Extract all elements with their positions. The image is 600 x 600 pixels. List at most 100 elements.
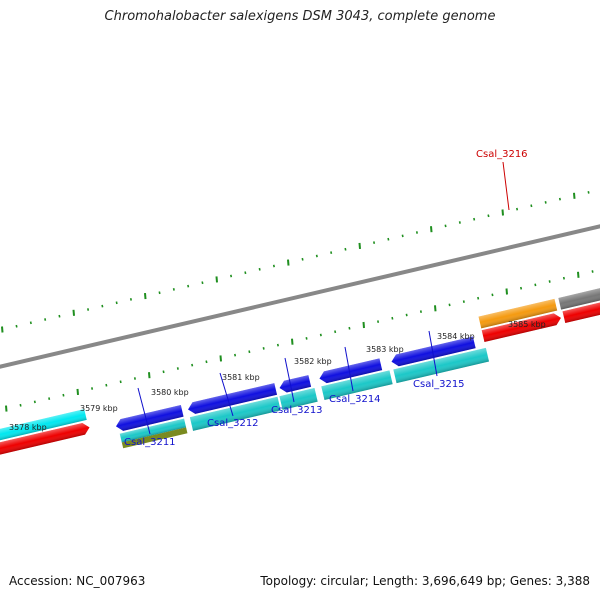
minor-tick xyxy=(230,274,233,278)
minor-tick xyxy=(301,257,304,261)
major-tick xyxy=(577,271,580,278)
minor-tick xyxy=(419,310,422,313)
scale-label: 3578 kbp xyxy=(9,423,47,432)
scale-label: 3585 kbp xyxy=(508,320,546,329)
gene-red-3216 xyxy=(481,313,561,342)
minor-tick xyxy=(558,197,561,201)
minor-tick xyxy=(330,251,333,254)
major-tick xyxy=(219,355,222,362)
major-tick xyxy=(501,209,504,216)
lower-scale-ticks xyxy=(5,270,594,412)
gene-teal-3213 xyxy=(279,388,318,410)
minor-tick xyxy=(591,270,594,273)
gene-blue-3212 xyxy=(188,383,278,414)
gene-red-left xyxy=(0,422,90,467)
scale-label: 3580 kbp xyxy=(151,388,189,397)
minor-tick xyxy=(334,330,337,334)
minor-tick xyxy=(487,214,490,218)
scale-label: 3582 kbp xyxy=(294,357,332,366)
major-tick xyxy=(72,309,75,316)
minor-tick xyxy=(176,367,179,370)
minor-tick xyxy=(129,298,132,301)
minor-tick xyxy=(133,377,136,380)
minor-tick xyxy=(244,271,247,275)
minor-tick xyxy=(415,231,418,234)
label-leaders xyxy=(137,161,510,435)
minor-tick xyxy=(58,314,61,318)
minor-tick xyxy=(405,313,408,317)
scale-label: 3583 kbp xyxy=(366,345,404,354)
gene-label: Csal_3212 xyxy=(207,418,259,429)
minor-tick xyxy=(516,207,519,211)
gene-blue-3211 xyxy=(115,404,184,431)
minor-tick xyxy=(344,247,347,251)
minor-tick xyxy=(534,283,537,287)
minor-tick xyxy=(276,343,279,347)
gene-label: Csal_3216 xyxy=(476,149,528,160)
gene-red-right xyxy=(562,293,600,324)
scale-label: 3579 kbp xyxy=(80,404,118,413)
gene-blue-3215 xyxy=(391,336,476,367)
gene-teal-3212 xyxy=(189,396,281,431)
gene-teal-3214 xyxy=(321,370,393,401)
minor-tick xyxy=(248,350,251,354)
major-tick xyxy=(287,259,290,266)
gene-label: Csal_3214 xyxy=(329,394,381,405)
minor-tick xyxy=(162,370,165,374)
major-tick xyxy=(76,388,79,395)
gene-label: Csal_3215 xyxy=(413,379,465,390)
minor-tick xyxy=(544,201,547,204)
major-tick xyxy=(430,226,433,233)
minor-tick xyxy=(548,280,551,283)
minor-tick xyxy=(29,321,32,325)
minor-tick xyxy=(477,296,480,300)
minor-tick xyxy=(44,318,47,321)
major-tick xyxy=(291,338,294,345)
minor-tick xyxy=(258,267,261,271)
major-tick xyxy=(144,293,147,300)
major-tick xyxy=(148,372,151,379)
major-tick xyxy=(505,288,508,295)
gene-cyan-left xyxy=(0,409,87,453)
minor-tick xyxy=(391,316,394,320)
minor-tick xyxy=(205,360,208,364)
major-tick xyxy=(434,305,437,312)
gene-orange-3216 xyxy=(478,298,558,329)
minor-tick xyxy=(473,217,476,221)
gene-gray-right xyxy=(558,279,600,310)
minor-tick xyxy=(19,403,22,407)
minor-tick xyxy=(62,393,65,397)
gene-teal-3211 xyxy=(119,418,187,443)
map-title: Chromohalobacter salexigens DSM 3043, co… xyxy=(104,9,496,24)
minor-tick xyxy=(305,337,308,340)
major-tick xyxy=(573,192,576,199)
minor-tick xyxy=(187,284,190,288)
minor-tick xyxy=(315,254,318,258)
minor-tick xyxy=(587,191,590,194)
major-tick xyxy=(362,321,365,329)
minor-tick xyxy=(234,353,237,357)
minor-tick xyxy=(33,400,36,404)
genome-backbone xyxy=(0,224,600,369)
gene-teal-3215 xyxy=(393,347,490,384)
minor-tick xyxy=(387,237,390,241)
accession-label: Accession: NC_007963 xyxy=(9,574,146,588)
minor-tick xyxy=(377,320,380,323)
gene-olive-3211 xyxy=(121,427,188,449)
minor-tick xyxy=(101,304,104,308)
gene-blue-3213 xyxy=(279,375,312,393)
major-tick xyxy=(1,326,4,333)
minor-tick xyxy=(530,204,533,208)
minor-tick xyxy=(448,303,451,307)
minor-tick xyxy=(373,241,376,244)
scale-label: 3581 kbp xyxy=(222,373,260,382)
minor-tick xyxy=(158,291,161,295)
minor-tick xyxy=(348,326,351,330)
minor-tick xyxy=(191,363,194,367)
minor-tick xyxy=(201,281,204,285)
minor-tick xyxy=(115,301,118,305)
minor-tick xyxy=(401,234,404,238)
minor-tick xyxy=(458,221,461,224)
minor-tick xyxy=(15,324,18,328)
